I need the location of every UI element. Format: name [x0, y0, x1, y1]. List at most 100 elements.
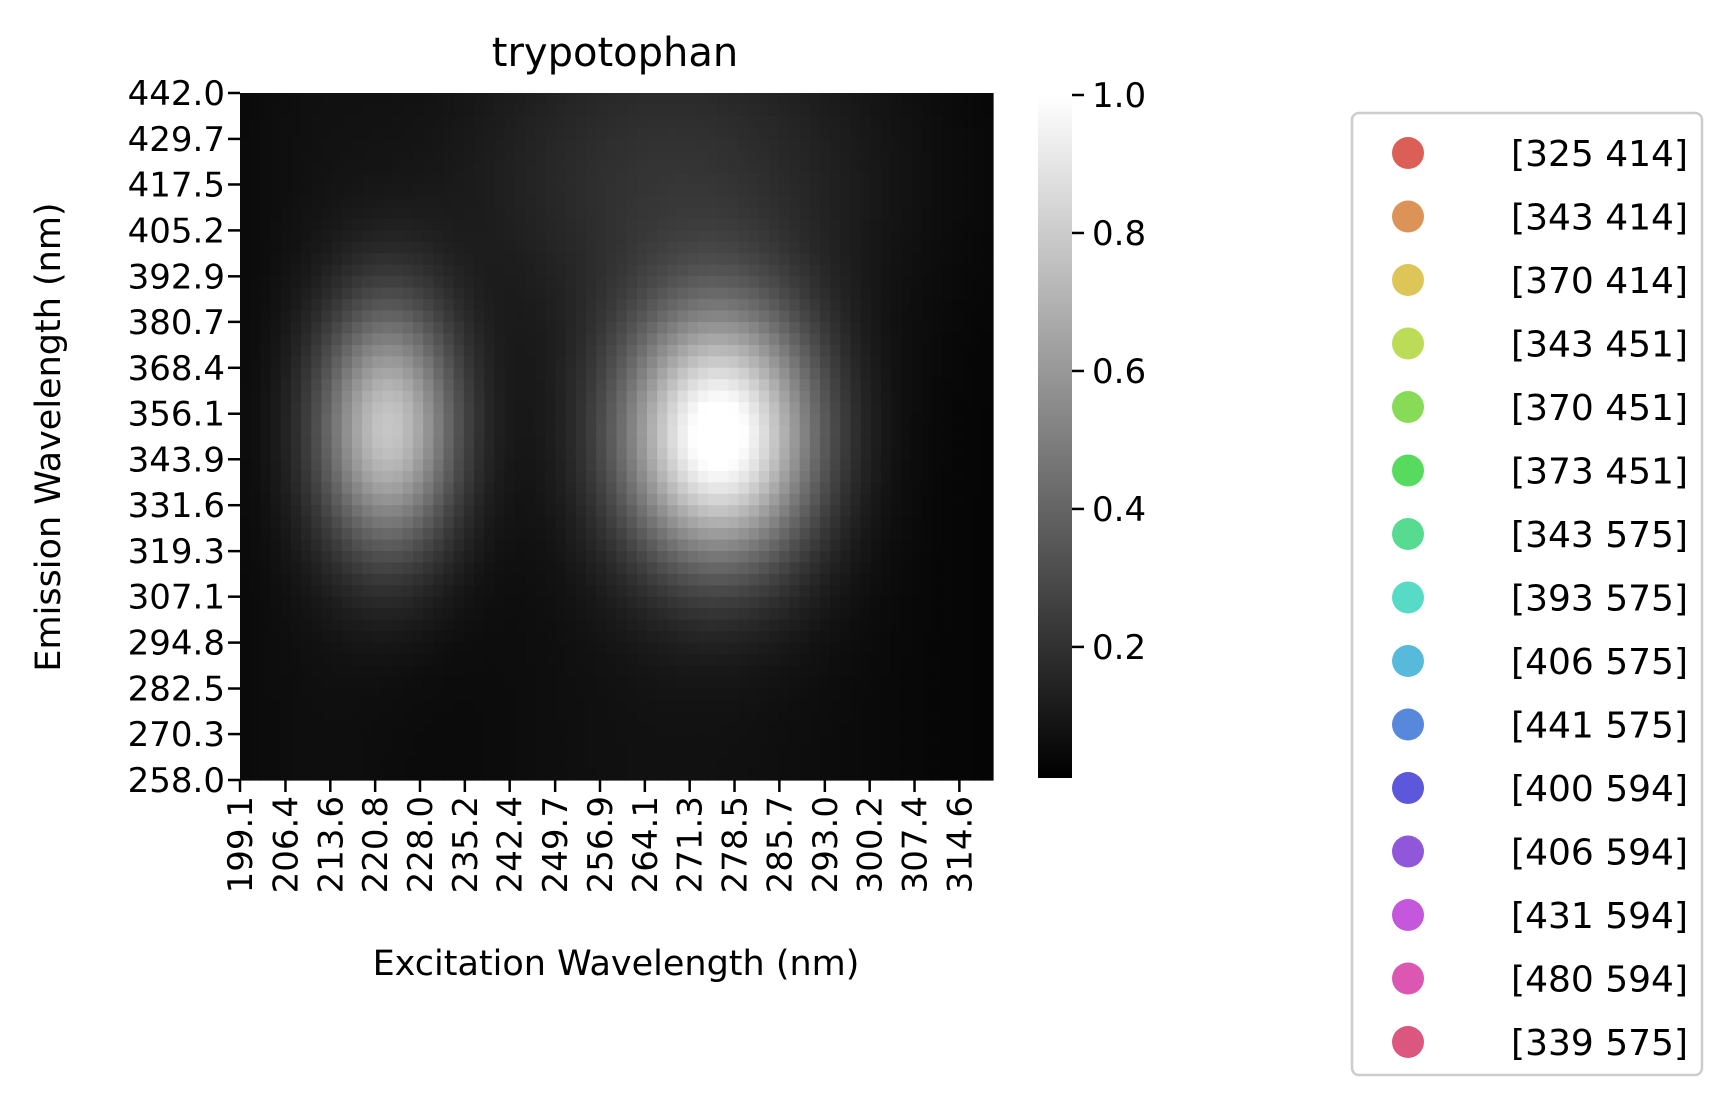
heatmap-cell — [911, 322, 923, 335]
heatmap-cell — [789, 654, 801, 667]
heatmap-cell — [555, 253, 567, 266]
heatmap-cell — [738, 115, 750, 128]
heatmap-cell — [494, 642, 506, 655]
heatmap-cell — [260, 402, 272, 415]
heatmap-cell — [809, 722, 821, 735]
heatmap-cell — [443, 711, 455, 724]
heatmap-cell — [412, 562, 424, 575]
heatmap-cell — [290, 356, 302, 369]
heatmap-cell — [769, 173, 780, 186]
heatmap-cell — [301, 436, 312, 449]
heatmap-cell — [372, 218, 384, 231]
x-tick-label: 278.5 — [716, 796, 756, 893]
heatmap-cell — [463, 115, 475, 128]
heatmap-cell — [341, 654, 353, 667]
heatmap-cell — [362, 310, 373, 323]
heatmap-cell — [901, 127, 913, 140]
heatmap-cell — [270, 264, 282, 277]
heatmap-cell — [667, 516, 679, 529]
heatmap-cell — [453, 768, 465, 781]
heatmap-cell — [575, 596, 587, 609]
heatmap-cell — [484, 619, 495, 632]
heatmap-cell — [423, 631, 434, 644]
heatmap-cell — [728, 390, 740, 403]
heatmap-cell — [596, 493, 607, 506]
heatmap-cell — [453, 402, 465, 415]
heatmap-cell — [351, 585, 363, 598]
heatmap-cell — [962, 493, 974, 506]
heatmap-cell — [351, 333, 363, 346]
heatmap-cell — [667, 562, 679, 575]
heatmap-cell — [372, 241, 384, 254]
heatmap-cell — [931, 402, 943, 415]
heatmap-cell — [606, 115, 618, 128]
heatmap-cell — [657, 711, 668, 724]
heatmap-cell — [555, 711, 567, 724]
heatmap-cell — [484, 447, 495, 460]
heatmap-cell — [443, 333, 455, 346]
heatmap-cell — [657, 688, 668, 701]
heatmap-cell — [280, 104, 292, 117]
heatmap-cell — [331, 253, 343, 266]
heatmap-cell — [942, 585, 953, 598]
heatmap-cell — [433, 218, 445, 231]
heatmap-cell — [555, 573, 567, 586]
heatmap-cell — [850, 241, 862, 254]
heatmap-cell — [758, 505, 770, 518]
heatmap-cell — [555, 734, 567, 747]
heatmap-cell — [270, 356, 282, 369]
heatmap-cell — [392, 218, 404, 231]
heatmap-cell — [606, 631, 618, 644]
heatmap-cell — [636, 310, 648, 323]
heatmap-cell — [870, 115, 882, 128]
heatmap-cell — [280, 596, 292, 609]
heatmap-cell — [626, 264, 638, 277]
heatmap-cell — [921, 676, 933, 689]
heatmap-cell — [311, 104, 323, 117]
heatmap-cell — [667, 115, 679, 128]
heatmap-cell — [830, 322, 841, 335]
heatmap-cell — [626, 676, 638, 689]
heatmap-cell — [596, 230, 607, 243]
heatmap-cell — [769, 264, 780, 277]
heatmap-cell — [911, 161, 923, 174]
heatmap-cell — [575, 642, 587, 655]
heatmap-cell — [362, 344, 373, 357]
heatmap-cell — [942, 402, 953, 415]
heatmap-cell — [881, 402, 892, 415]
heatmap-cell — [799, 676, 811, 689]
heatmap-cell — [779, 505, 791, 518]
heatmap-cell — [911, 688, 923, 701]
heatmap-cell — [982, 390, 994, 403]
heatmap-cell — [382, 287, 394, 300]
heatmap-cell — [392, 757, 404, 770]
heatmap-cell — [545, 413, 557, 426]
heatmap-cell — [484, 482, 495, 495]
heatmap-cell — [647, 241, 658, 254]
heatmap-cell — [290, 115, 302, 128]
heatmap-cell — [718, 711, 730, 724]
heatmap-cell — [362, 654, 373, 667]
heatmap-cell — [830, 333, 841, 346]
heatmap-cell — [962, 551, 974, 564]
heatmap-cell — [301, 562, 312, 575]
heatmap-cell — [616, 596, 628, 609]
heatmap-cell — [911, 676, 923, 689]
heatmap-cell — [331, 654, 343, 667]
heatmap-cell — [535, 207, 546, 220]
heatmap-cell — [809, 356, 821, 369]
heatmap-cell — [372, 688, 384, 701]
heatmap-cell — [484, 333, 495, 346]
heatmap-cell — [952, 115, 964, 128]
heatmap-cell — [921, 425, 933, 438]
heatmap-cell — [270, 551, 282, 564]
heatmap-cell — [820, 402, 831, 415]
heatmap-cell — [382, 734, 394, 747]
heatmap-cell — [341, 299, 353, 312]
heatmap-cell — [667, 596, 679, 609]
heatmap-cell — [341, 573, 353, 586]
heatmap-cell — [596, 631, 607, 644]
heatmap-cell — [840, 676, 852, 689]
heatmap-cell — [901, 264, 913, 277]
heatmap-cell — [524, 562, 536, 575]
